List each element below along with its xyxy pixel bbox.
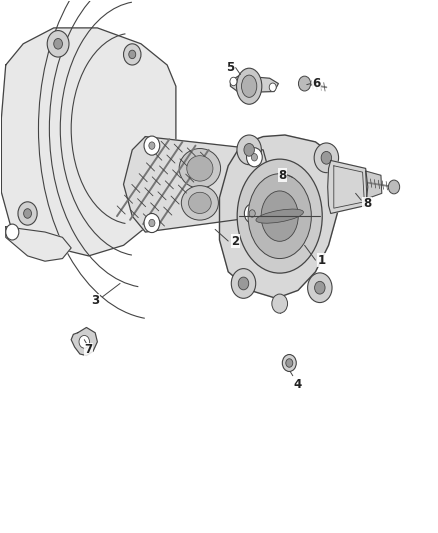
Ellipse shape xyxy=(237,159,321,273)
Text: 8: 8 xyxy=(278,169,286,182)
Circle shape xyxy=(231,269,255,298)
Circle shape xyxy=(18,202,37,225)
Circle shape xyxy=(47,30,69,57)
Text: 1: 1 xyxy=(317,254,325,266)
Polygon shape xyxy=(6,227,71,261)
Text: 7: 7 xyxy=(85,343,92,356)
Text: 4: 4 xyxy=(293,378,301,391)
Circle shape xyxy=(321,151,331,164)
Circle shape xyxy=(237,135,261,165)
Circle shape xyxy=(144,136,159,155)
Circle shape xyxy=(24,209,32,218)
Polygon shape xyxy=(230,76,278,93)
Circle shape xyxy=(148,219,155,227)
Circle shape xyxy=(285,359,292,367)
Polygon shape xyxy=(123,136,271,232)
Circle shape xyxy=(282,354,296,372)
Polygon shape xyxy=(71,327,97,356)
Circle shape xyxy=(314,281,324,294)
Ellipse shape xyxy=(247,174,311,259)
Circle shape xyxy=(249,210,254,217)
Circle shape xyxy=(123,44,141,65)
Polygon shape xyxy=(219,135,341,298)
Text: 3: 3 xyxy=(91,294,99,308)
Ellipse shape xyxy=(186,156,212,181)
Circle shape xyxy=(79,335,89,348)
Circle shape xyxy=(53,38,62,49)
Polygon shape xyxy=(1,28,176,256)
Ellipse shape xyxy=(255,209,303,223)
Ellipse shape xyxy=(241,75,256,98)
Circle shape xyxy=(298,76,310,91)
Text: 6: 6 xyxy=(311,77,320,90)
Ellipse shape xyxy=(179,149,220,188)
Text: 5: 5 xyxy=(225,61,233,74)
Circle shape xyxy=(314,143,338,173)
Circle shape xyxy=(148,142,155,149)
Circle shape xyxy=(6,224,19,240)
Circle shape xyxy=(246,148,261,167)
Polygon shape xyxy=(365,171,381,199)
Circle shape xyxy=(268,83,276,92)
Circle shape xyxy=(230,77,237,86)
Text: 8: 8 xyxy=(362,197,370,211)
Circle shape xyxy=(388,180,399,194)
Circle shape xyxy=(144,214,159,232)
Circle shape xyxy=(244,143,254,156)
Ellipse shape xyxy=(188,192,211,214)
Circle shape xyxy=(128,50,135,59)
Circle shape xyxy=(244,204,259,223)
Circle shape xyxy=(251,154,257,161)
Circle shape xyxy=(238,277,248,290)
Circle shape xyxy=(271,294,287,313)
Polygon shape xyxy=(327,160,367,214)
Ellipse shape xyxy=(181,185,218,220)
Text: 2: 2 xyxy=(231,235,239,247)
Ellipse shape xyxy=(261,191,297,241)
Ellipse shape xyxy=(236,68,261,104)
Circle shape xyxy=(307,273,331,303)
